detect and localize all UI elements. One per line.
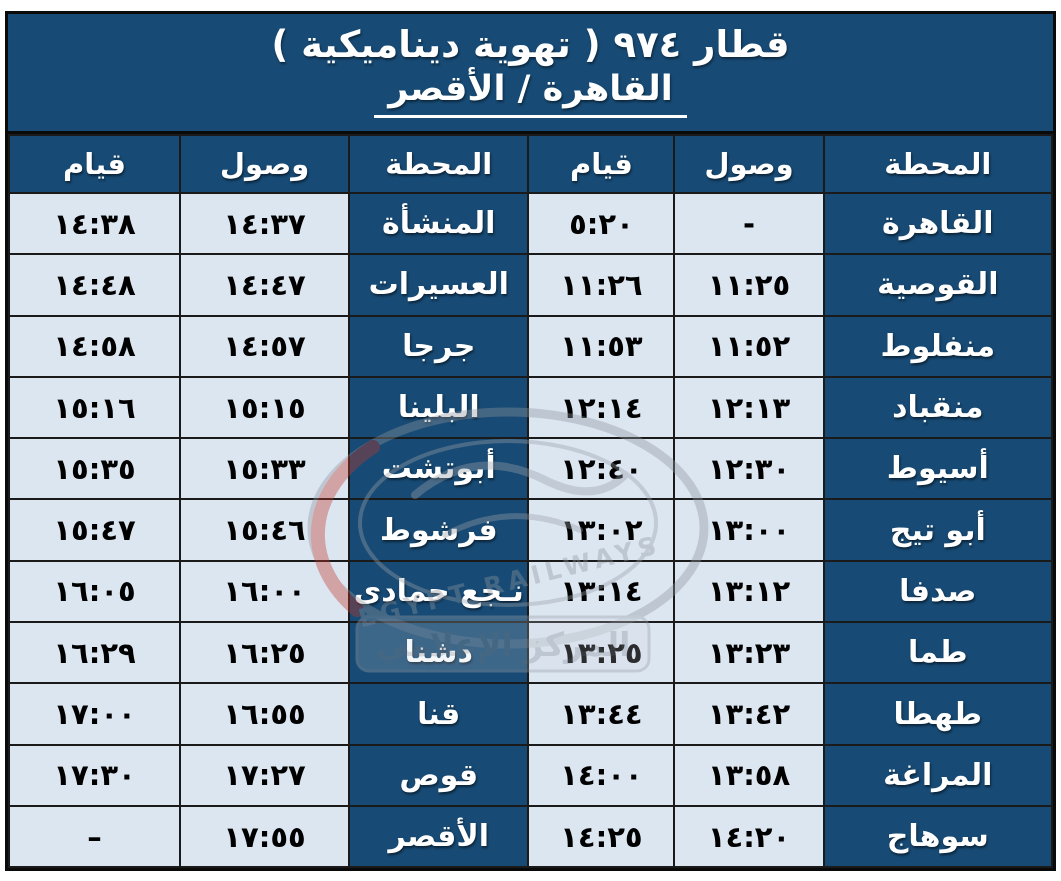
arrival-cell-left: ١٦:٢٥ [179,621,351,685]
departure-cell-right: ١٣:٠٢ [527,498,676,562]
arrival-cell-left: ١٧:٥٥ [179,804,351,869]
departure-cell-right: ١٤:٠٠ [527,743,676,807]
departure-cell-right: ١١:٥٣ [527,314,676,378]
station-cell-right: أبو تيج [822,498,1054,562]
arrival-cell-right: ١٣:٠٠ [673,498,825,562]
arrival-cell-right: - [673,191,825,256]
station-cell-right: المراغة [822,743,1054,807]
arrival-cell-left: ١٦:٠٠ [179,559,351,624]
station-cell-right: أسيوط [822,437,1054,501]
station-cell-right: طما [822,621,1054,685]
station-cell-right: سوهاج [822,804,1054,869]
departure-cell-right: ١١:٢٦ [527,253,676,317]
departure-cell-right: ١٢:٤٠ [527,437,676,501]
station-cell-right: القوصية [822,253,1054,317]
departure-cell-left: ١٧:٠٠ [7,682,182,746]
station-cell-left: المنشأة [348,191,530,256]
train-title: قطار ٩٧٤ ( تهوية ديناميكية ) [271,23,790,66]
timetable: المحطة وصول قيام المحطة وصول قيام القاهر… [7,134,1054,869]
table-row: القاهرة -٥:٢٠ المنشأة ١٤:٣٧ ١٤:٣٨ [7,191,1054,256]
table-row: طهطا ١٣:٤٢ ١٣:٤٤ قنا ١٦:٥٥ ١٧:٠٠ [7,682,1054,746]
table-row: منفلوط ١١:٥٢ ١١:٥٣ جرجا ١٤:٥٧ ١٤:٥٨ [7,314,1054,378]
timetable-body: القاهرة -٥:٢٠ المنشأة ١٤:٣٧ ١٤:٣٨ القوصية ١١:٢… [7,191,1054,869]
departure-cell-left: ١٥:٤٧ [7,498,182,562]
station-cell-right: صدفا [822,559,1054,624]
station-cell-left: أبوتشت [348,437,530,501]
station-cell-right: منقباد [822,375,1054,440]
departure-cell-left: – [7,804,182,869]
arrival-cell-left: ١٤:٣٧ [179,191,351,256]
arrival-cell-left: ١٦:٥٥ [179,682,351,746]
table-row: أسيوط ١٢:٣٠ ١٢:٤٠ أبوتشت ١٥:٣٣ ١٥:٣٥ [7,437,1054,501]
table-row: صدفا ١٣:١٢ ١٣:١٤ نـجع حمادى ١٦:٠٠ ١٦:٠٥ [7,559,1054,624]
table-row: طما ١٣:٢٣ ١٣:٢٥ دشنا ١٦:٢٥ ١٦:٢٩ [7,621,1054,685]
arrival-cell-left: ١٤:٤٧ [179,253,351,317]
arrival-cell-right: ١٢:٣٠ [673,437,825,501]
departure-cell-left: ١٥:١٦ [7,375,182,440]
table-row: القوصية ١١:٢٥ ١١:٢٦ العسيرات ١٤:٤٧ ١٤:٤٨ [7,253,1054,317]
table-row: المراغة ١٣:٥٨ ١٤:٠٠ قوص ١٧:٢٧ ١٧:٣٠ [7,743,1054,807]
header-row: المحطة وصول قيام المحطة وصول قيام [7,134,1054,194]
header-station-left: المحطة [348,134,530,194]
station-cell-left: العسيرات [348,253,530,317]
table-row: سوهاج ١٤:٢٠ ١٤:٢٥ الأقصر ١٧:٥٥– [7,804,1054,869]
station-cell-left: جرجا [348,314,530,378]
header-departure-right: قيام [527,134,676,194]
header-departure-left: قيام [7,134,182,194]
station-cell-right: منفلوط [822,314,1054,378]
station-cell-left: فرشوط [348,498,530,562]
header-arrival-right: وصول [673,134,825,194]
departure-cell-left: ١٤:٤٨ [7,253,182,317]
departure-cell-left: ١٧:٣٠ [7,743,182,807]
departure-cell-right: ٥:٢٠ [527,191,676,256]
arrival-cell-left: ١٥:٣٣ [179,437,351,501]
departure-cell-left: ١٦:٠٥ [7,559,182,624]
departure-cell-right: ١٣:١٤ [527,559,676,624]
station-cell-left: قنا [348,682,530,746]
station-cell-right: طهطا [822,682,1054,746]
arrival-cell-left: ١٥:٤٦ [179,498,351,562]
arrival-cell-right: ١١:٢٥ [673,253,825,317]
arrival-cell-right: ١٣:١٢ [673,559,825,624]
arrival-cell-right: ١٣:٤٢ [673,682,825,746]
table-row: منقباد ١٢:١٣ ١٢:١٤ البلينا ١٥:١٥ ١٥:١٦ [7,375,1054,440]
station-cell-left: قوص [348,743,530,807]
departure-cell-right: ١٢:١٤ [527,375,676,440]
station-cell-left: دشنا [348,621,530,685]
arrival-cell-right: ١٤:٢٠ [673,804,825,869]
departure-cell-right: ١٤:٢٥ [527,804,676,869]
departure-cell-left: ١٥:٣٥ [7,437,182,501]
departure-cell-left: ١٦:٢٩ [7,621,182,685]
departure-cell-left: ١٤:٥٨ [7,314,182,378]
departure-cell-right: ١٣:٤٤ [527,682,676,746]
arrival-cell-left: ١٧:٢٧ [179,743,351,807]
table-row: أبو تيج ١٣:٠٠ ١٣:٠٢ فرشوط ١٥:٤٦ ١٥:٤٧ [7,498,1054,562]
arrival-cell-right: ١٢:١٣ [673,375,825,440]
departure-cell-left: ١٤:٣٨ [7,191,182,256]
route-title: القاهرة / الأقصر [374,68,687,118]
arrival-cell-right: ١١:٥٢ [673,314,825,378]
station-cell-left: البلينا [348,375,530,440]
arrival-cell-left: ١٤:٥٧ [179,314,351,378]
title-block: قطار ٩٧٤ ( تهوية ديناميكية ) القاهرة / ا… [8,14,1053,134]
departure-cell-right: ١٣:٢٥ [527,621,676,685]
timetable-sheet: قطار ٩٧٤ ( تهوية ديناميكية ) القاهرة / ا… [5,11,1056,872]
arrival-cell-right: ١٣:٥٨ [673,743,825,807]
station-cell-left: نـجع حمادى [348,559,530,624]
arrival-cell-left: ١٥:١٥ [179,375,351,440]
station-cell-right: القاهرة [822,191,1054,256]
header-arrival-left: وصول [179,134,351,194]
header-station-right: المحطة [822,134,1054,194]
station-cell-left: الأقصر [348,804,530,869]
arrival-cell-right: ١٣:٢٣ [673,621,825,685]
